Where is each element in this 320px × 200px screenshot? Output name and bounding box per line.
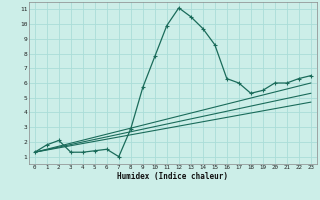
X-axis label: Humidex (Indice chaleur): Humidex (Indice chaleur) xyxy=(117,172,228,181)
